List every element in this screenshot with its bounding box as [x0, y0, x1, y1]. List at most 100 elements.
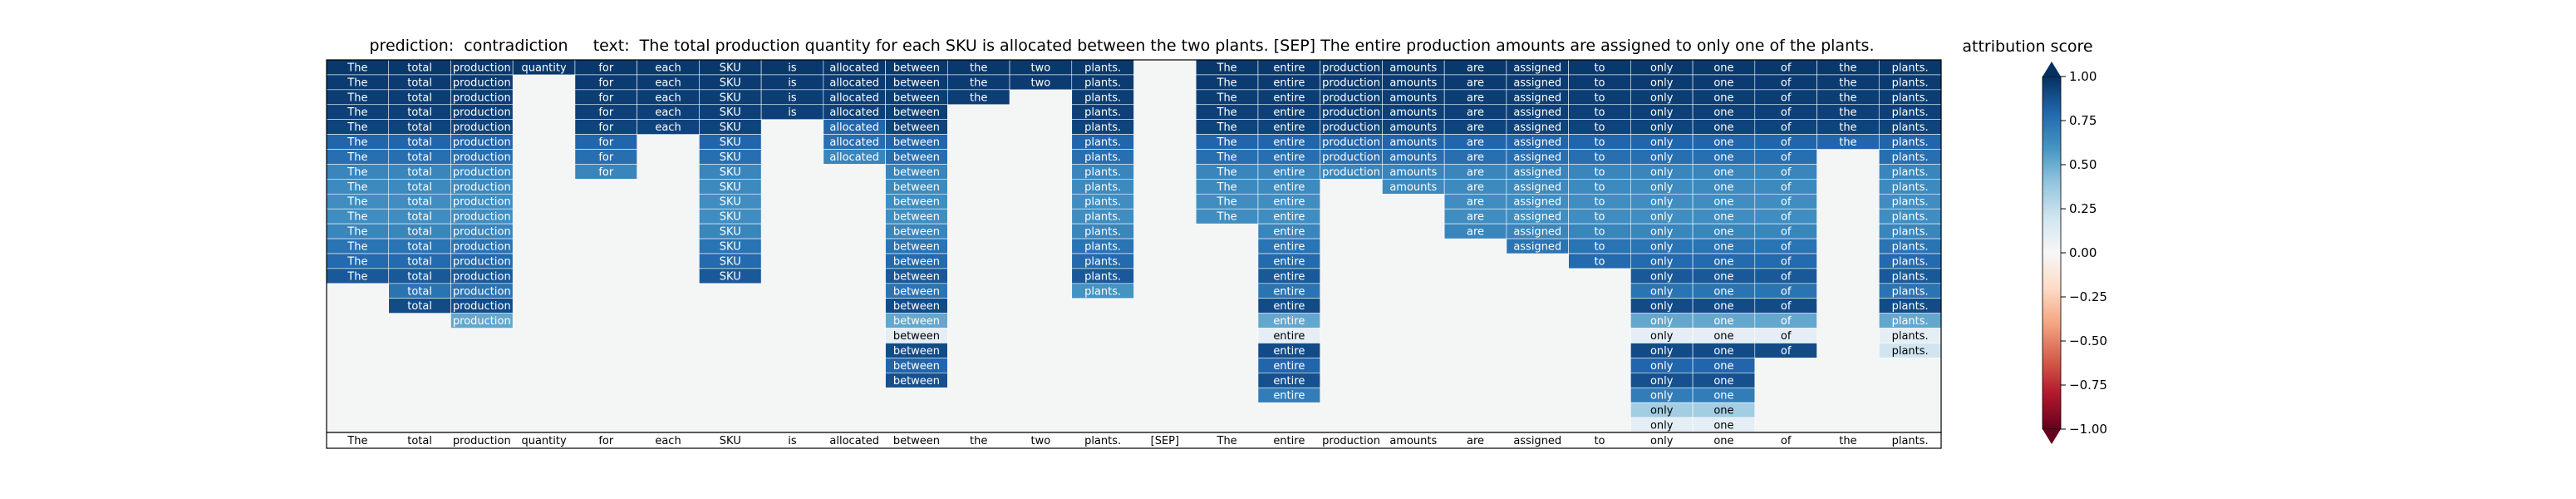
cell-token-label: one	[1713, 315, 1733, 328]
cell-token-label: The	[347, 62, 367, 74]
cell-token-label: is	[788, 91, 797, 104]
cell-token-label: for	[598, 106, 614, 119]
x-tick-label: assigned	[1513, 435, 1561, 447]
cell-token-label: only	[1650, 345, 1674, 358]
cell-token-label: only	[1650, 181, 1674, 194]
cell-token-label: SKU	[720, 241, 741, 254]
cell-token-label: plants.	[1892, 121, 1929, 134]
cell-token-label: total	[407, 62, 432, 74]
cell-token-label: entire	[1273, 285, 1305, 298]
cell-token-label: of	[1781, 136, 1792, 149]
cell-token-label: only	[1650, 151, 1674, 164]
cell-token-label: only	[1650, 196, 1674, 209]
heatmap-cell	[1257, 387, 1320, 403]
cell-token-label: The	[1217, 211, 1237, 224]
colorbar-tick-label: 0.75	[2069, 113, 2097, 128]
cell-token-label: entire	[1273, 181, 1305, 194]
cell-token-label: each	[655, 77, 681, 89]
cell-token-label: amounts	[1389, 151, 1437, 164]
cell-token-label: of	[1781, 211, 1792, 224]
cell-token-label: is	[788, 106, 797, 119]
cell-token-label: The	[347, 241, 367, 254]
cell-token-label: one	[1713, 241, 1733, 254]
cell-token-label: the	[1839, 62, 1856, 74]
cell-token-label: The	[347, 270, 367, 283]
cell-token-label: one	[1713, 226, 1733, 239]
colorbar-tick-label: −0.50	[2069, 333, 2107, 348]
cell-token-label: one	[1713, 360, 1733, 373]
cell-token-label: amounts	[1389, 77, 1437, 89]
cell-token-label: between	[893, 270, 940, 283]
cell-token-label: between	[893, 360, 940, 373]
cell-token-label: production	[1322, 136, 1380, 149]
x-tick-label: two	[1031, 435, 1051, 447]
colorbar-tick-label: −0.25	[2069, 289, 2107, 304]
cell-token-label: of	[1781, 270, 1792, 283]
cell-token-label: allocated	[829, 77, 879, 89]
cell-token-label: only	[1650, 375, 1674, 388]
x-tick-label: total	[407, 435, 432, 447]
cell-token-label: one	[1713, 62, 1733, 74]
cell-token-label: production	[1322, 62, 1380, 74]
cell-token-label: SKU	[720, 106, 741, 119]
heatmap-cell	[1071, 283, 1134, 299]
cell-token-label: one	[1713, 181, 1733, 194]
cell-token-label: production	[1322, 151, 1380, 164]
cell-token-label: between	[893, 196, 940, 209]
cell-token-label: SKU	[720, 226, 741, 239]
cell-token-label: entire	[1273, 360, 1305, 373]
colorbar-min-extend	[2043, 429, 2061, 444]
cell-token-label: The	[347, 136, 367, 149]
cell-token-label: of	[1781, 166, 1792, 179]
x-tick-label: are	[1467, 435, 1484, 447]
cell-token-label: The	[1217, 196, 1237, 209]
cell-token-label: plants.	[1084, 181, 1121, 194]
cell-token-label: SKU	[720, 91, 741, 104]
cell-token-label: production	[453, 255, 511, 268]
cell-token-label: entire	[1273, 300, 1305, 313]
cell-token-label: of	[1781, 77, 1792, 89]
cell-token-label: assigned	[1513, 226, 1561, 239]
cell-token-label: are	[1467, 62, 1484, 74]
cell-token-label: only	[1650, 241, 1674, 254]
cell-token-label: assigned	[1513, 151, 1561, 164]
cell-token-label: is	[788, 62, 797, 74]
cell-token-label: are	[1467, 91, 1484, 104]
cell-token-label: allocated	[829, 106, 879, 119]
cell-token-label: entire	[1273, 270, 1305, 283]
cell-token-label: assigned	[1513, 181, 1561, 194]
cell-token-label: The	[347, 181, 367, 194]
cell-token-label: one	[1713, 405, 1733, 417]
cell-token-label: of	[1781, 226, 1792, 239]
cell-token-label: one	[1713, 91, 1733, 104]
cell-token-label: entire	[1273, 315, 1305, 328]
cell-token-label: total	[407, 151, 432, 164]
cell-token-label: plants.	[1084, 121, 1121, 134]
cell-token-label: are	[1467, 181, 1484, 194]
cell-token-label: one	[1713, 420, 1733, 432]
cell-token-label: production	[453, 270, 511, 283]
colorbar-title: attribution score	[1962, 37, 2093, 56]
cell-token-label: to	[1594, 226, 1605, 239]
cell-token-label: between	[893, 315, 940, 328]
cell-token-label: allocated	[829, 62, 879, 74]
cell-token-label: entire	[1273, 106, 1305, 119]
cell-token-label: the	[1839, 136, 1856, 149]
cell-token-label: The	[1217, 106, 1237, 119]
x-tick-label: The	[1217, 435, 1237, 447]
cell-token-label: only	[1650, 121, 1674, 134]
cell-token-label: The	[347, 91, 367, 104]
cell-token-label: assigned	[1513, 121, 1561, 134]
x-tick-label: only	[1650, 435, 1674, 447]
cell-token-label: plants.	[1892, 285, 1929, 298]
cell-token-label: total	[407, 181, 432, 194]
x-tick-label: production	[1322, 435, 1380, 447]
cell-token-label: one	[1713, 285, 1733, 298]
cell-token-label: total	[407, 91, 432, 104]
cell-token-label: between	[893, 345, 940, 358]
cell-token-label: production	[453, 196, 511, 209]
cell-token-label: for	[598, 62, 614, 74]
cell-token-label: plants.	[1892, 241, 1929, 254]
cell-token-label: to	[1594, 166, 1605, 179]
cell-token-label: total	[407, 226, 432, 239]
